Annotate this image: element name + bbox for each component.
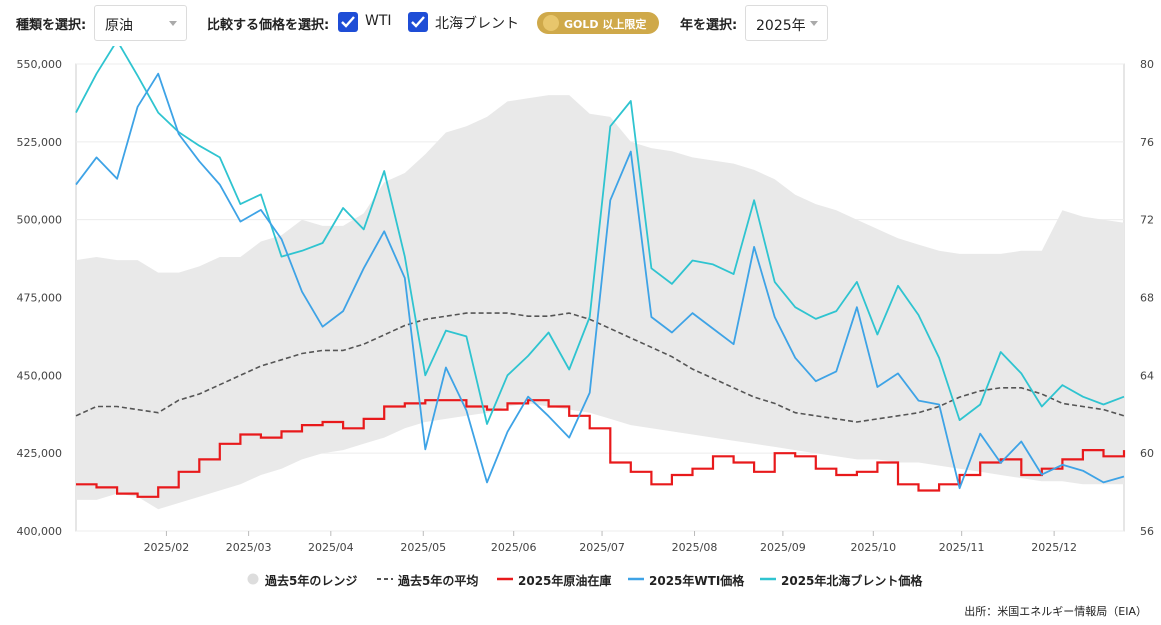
legend-brent-swatch (760, 577, 776, 581)
brent-checkbox-label: 北海ブレント (435, 16, 519, 32)
y-tick-label-right: 76 (1140, 136, 1154, 149)
x-tick-label: 2025/10 (850, 541, 896, 554)
legend-wti-swatch (628, 577, 644, 581)
y-tick-label-right: 80 (1140, 58, 1154, 71)
y-tick-label-right: 56 (1140, 525, 1154, 538)
legend-average-swatch (377, 578, 393, 580)
y-tick-label-left: 400,000 (17, 525, 63, 538)
y-tick-label-left: 550,000 (17, 58, 63, 71)
compare-label: 比較する価格を選択: (207, 18, 330, 33)
type-select-value: 原油 (105, 18, 133, 34)
type-select-label: 種類を選択: (16, 18, 87, 33)
y-tick-label-left: 525,000 (17, 136, 63, 149)
average-line (75, 312, 1125, 423)
type-select[interactable]: 原油 (94, 5, 187, 41)
legend-range-swatch (247, 573, 259, 585)
legend-range-label: 過去5年のレンジ (265, 574, 358, 588)
chevron-down-icon (810, 21, 818, 26)
x-tick-label: 2025/03 (226, 541, 272, 554)
x-tick-label: 2025/02 (144, 541, 190, 554)
x-tick-label: 2025/04 (308, 541, 354, 554)
y-tick-label-right: 64 (1140, 369, 1154, 382)
inventory-price-chart: 400,000 425,000 450,000 475,000 500,000 525,0… (17, 46, 1154, 554)
gold-coin-icon (543, 15, 559, 31)
y-tick-label-right: 68 (1140, 292, 1154, 305)
x-tick-label: 2025/12 (1031, 541, 1077, 554)
year-select-value: 2025年 (756, 18, 806, 34)
legend-inventory-swatch (497, 577, 513, 581)
x-tick-label: 2025/09 (760, 541, 806, 554)
y-tick-label-left: 425,000 (17, 447, 63, 460)
inventory-line (76, 399, 1126, 498)
source-note: 出所：米国エネルギー情報局（EIA） (964, 605, 1147, 618)
wti-checkbox-label: WTI (365, 13, 392, 29)
checkmark-icon (408, 12, 428, 32)
x-tick-label: 2025/08 (672, 541, 718, 554)
y-tick-label-right: 72 (1140, 214, 1154, 227)
brent-line (75, 46, 1125, 425)
x-tick-label: 2025/05 (400, 541, 446, 554)
chevron-down-icon (169, 21, 177, 26)
legend-average-label: 過去5年の平均 (398, 574, 479, 588)
y-tick-label-right: 60 (1140, 447, 1154, 460)
year-select[interactable]: 2025年 (745, 5, 828, 41)
checkmark-icon (338, 12, 358, 32)
legend-wti-label: 2025年WTI価格 (649, 574, 745, 588)
wti-line (75, 72, 1125, 490)
y-tick-label-left: 500,000 (17, 214, 63, 227)
gold-badge[interactable]: GOLD 以上限定 (537, 12, 659, 34)
gold-badge-text: GOLD 以上限定 (564, 18, 647, 31)
x-tick-label: 2025/06 (491, 541, 537, 554)
y-tick-label-left: 475,000 (17, 292, 63, 305)
y-tick-label-left: 450,000 (17, 369, 63, 382)
x-tick-label: 2025/07 (579, 541, 625, 554)
controls-bar: 種類を選択: 原油 比較する価格を選択: WTI 北海ブレント GOLD 以上限… (0, 0, 1161, 46)
x-tick-label: 2025/11 (939, 541, 985, 554)
year-select-label: 年を選択: (680, 18, 738, 33)
legend-brent-label: 2025年北海ブレント価格 (781, 574, 923, 588)
legend-inventory-label: 2025年原油在庫 (518, 574, 612, 588)
